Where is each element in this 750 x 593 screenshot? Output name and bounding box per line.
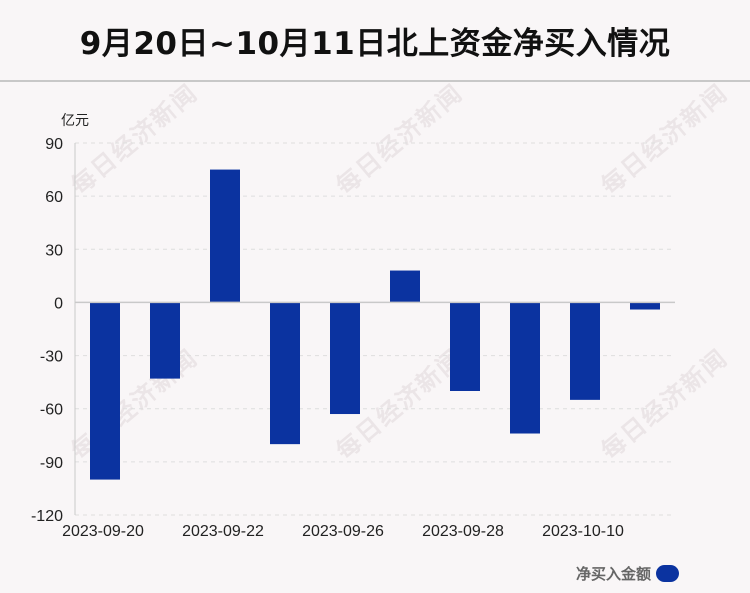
y-tick-label: 0	[54, 295, 63, 312]
legend-label: 净买入金额	[576, 565, 652, 583]
title-divider	[0, 80, 750, 82]
bars	[90, 169, 660, 480]
y-tick-label: 60	[45, 189, 63, 206]
x-tick-labels: 2023-09-20 2023-09-22 2023-09-26 2023-09-28…	[62, 523, 624, 540]
bar	[450, 302, 480, 391]
y-tick-label: -30	[40, 349, 63, 366]
y-tick-label: -90	[40, 455, 63, 472]
x-tick-label: 2023-09-20	[62, 523, 144, 540]
chart-title: 9月20日~10月11日北上资金净买入情况	[79, 25, 671, 62]
y-tick-labels: 90 60 30 0 -30 -60 -90 -120	[31, 136, 63, 525]
legend: 净买入金额	[576, 563, 680, 584]
x-tick-label: 2023-09-26	[302, 523, 384, 540]
bar	[150, 302, 180, 379]
bar	[390, 270, 420, 303]
x-tick-label: 2023-09-28	[422, 523, 504, 540]
bar	[270, 302, 300, 445]
x-tick-label: 2023-09-22	[182, 523, 264, 540]
bar	[210, 169, 240, 303]
bar	[330, 302, 360, 415]
y-tick-label: -120	[31, 508, 63, 525]
y-tick-label: 30	[45, 242, 63, 259]
axes	[74, 143, 675, 515]
y-tick-label: -60	[40, 402, 63, 419]
bar	[510, 302, 540, 434]
y-tick-label: 90	[45, 136, 63, 153]
legend-swatch	[656, 565, 680, 582]
bar	[90, 302, 120, 480]
y-axis-unit-label: 亿元	[61, 113, 89, 129]
bar	[630, 302, 660, 310]
grid-lines	[75, 142, 675, 516]
bar	[570, 302, 600, 400]
x-tick-label: 2023-10-10	[542, 523, 624, 540]
